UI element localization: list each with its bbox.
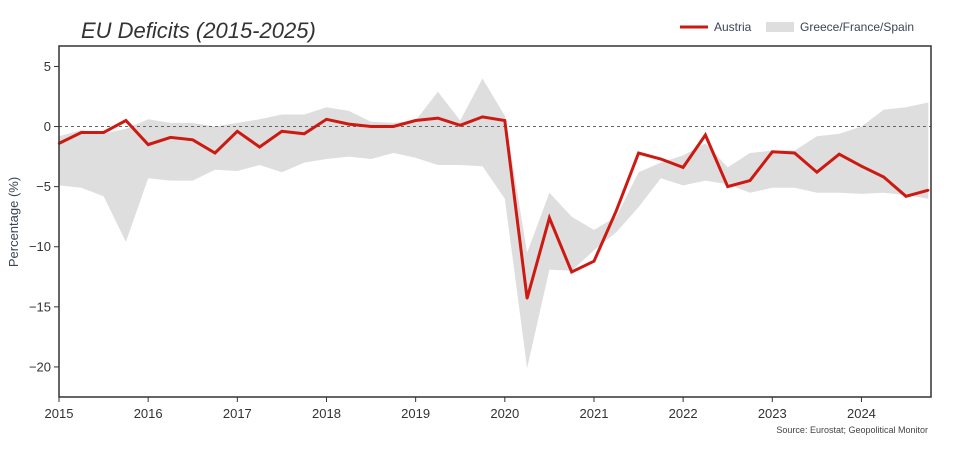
austria-point — [882, 175, 885, 179]
austria-point — [459, 124, 462, 127]
legend: Austria Greece/France/Spain — [680, 20, 914, 34]
austria-point — [258, 145, 261, 149]
austria-point — [637, 151, 640, 155]
austria-point — [213, 151, 217, 155]
y-tick-label: −20 — [29, 359, 51, 374]
y-tick-label: −10 — [29, 239, 51, 254]
austria-point — [860, 165, 863, 168]
austria-point — [838, 153, 841, 156]
x-tick-label: 2016 — [134, 406, 163, 421]
austria-point — [280, 130, 284, 133]
x-axis: 2015 2016 2017 2018 2019 2020 2021 2022 2023 2024 — [45, 397, 876, 421]
x-tick-label: 2021 — [580, 406, 609, 421]
x-tick-label: 2017 — [223, 406, 252, 421]
austria-point — [124, 119, 128, 122]
austria-point — [80, 131, 83, 134]
chart-title: EU Deficits (2015-2025) — [81, 18, 316, 43]
austria-point — [548, 216, 551, 220]
austria-point — [615, 209, 618, 212]
y-tick-label: −15 — [29, 299, 51, 314]
austria-point — [793, 151, 796, 155]
legend-austria-label: Austria — [714, 20, 752, 34]
austria-point — [726, 185, 729, 188]
austria-point — [592, 260, 596, 263]
austria-point — [369, 125, 373, 128]
legend-band-label: Greece/France/Spain — [800, 20, 914, 34]
y-axis-label: Percentage (%) — [6, 177, 21, 267]
austria-point — [236, 130, 239, 133]
greece-france-spain-band — [59, 78, 929, 369]
austria-point — [303, 132, 306, 135]
x-tick-label: 2019 — [401, 406, 430, 421]
x-tick-label: 2015 — [45, 406, 74, 421]
austria-point — [191, 138, 194, 141]
austria-point — [570, 270, 573, 274]
austria-point — [815, 171, 819, 174]
austria-point — [525, 297, 529, 300]
austria-point — [659, 157, 662, 161]
austria-point — [347, 122, 350, 126]
austria-point — [927, 189, 930, 192]
austria-point — [503, 119, 506, 122]
austria-point — [904, 195, 908, 198]
x-tick-label: 2020 — [490, 406, 519, 421]
y-tick-label: −5 — [36, 179, 51, 194]
x-tick-label: 2022 — [669, 406, 698, 421]
plot-area — [57, 45, 932, 398]
austria-point — [169, 136, 172, 139]
austria-point — [748, 179, 752, 182]
austria-series — [57, 115, 930, 300]
austria-point — [147, 143, 150, 146]
plot-frame — [58, 45, 932, 398]
austria-line — [58, 115, 929, 299]
x-tick-label: 2018 — [312, 406, 341, 421]
x-tick-label: 2023 — [758, 406, 787, 421]
austria-point — [325, 118, 328, 121]
x-tick-label: 2024 — [847, 406, 876, 421]
austria-point — [681, 166, 685, 169]
y-tick-label: 0 — [44, 119, 51, 134]
y-tick-label: 5 — [44, 59, 51, 74]
legend-band-swatch — [766, 22, 794, 32]
austria-point — [102, 131, 105, 134]
austria-point — [481, 115, 484, 119]
austria-point — [704, 133, 707, 137]
austria-point — [414, 119, 417, 122]
austria-point — [436, 116, 440, 120]
source-note: Source: Eurostat; Geopolitical Monitor — [776, 425, 928, 435]
austria-point — [771, 150, 774, 153]
y-axis: 5 0 −5 −10 −15 −20 — [29, 59, 59, 374]
austria-point — [392, 125, 395, 128]
